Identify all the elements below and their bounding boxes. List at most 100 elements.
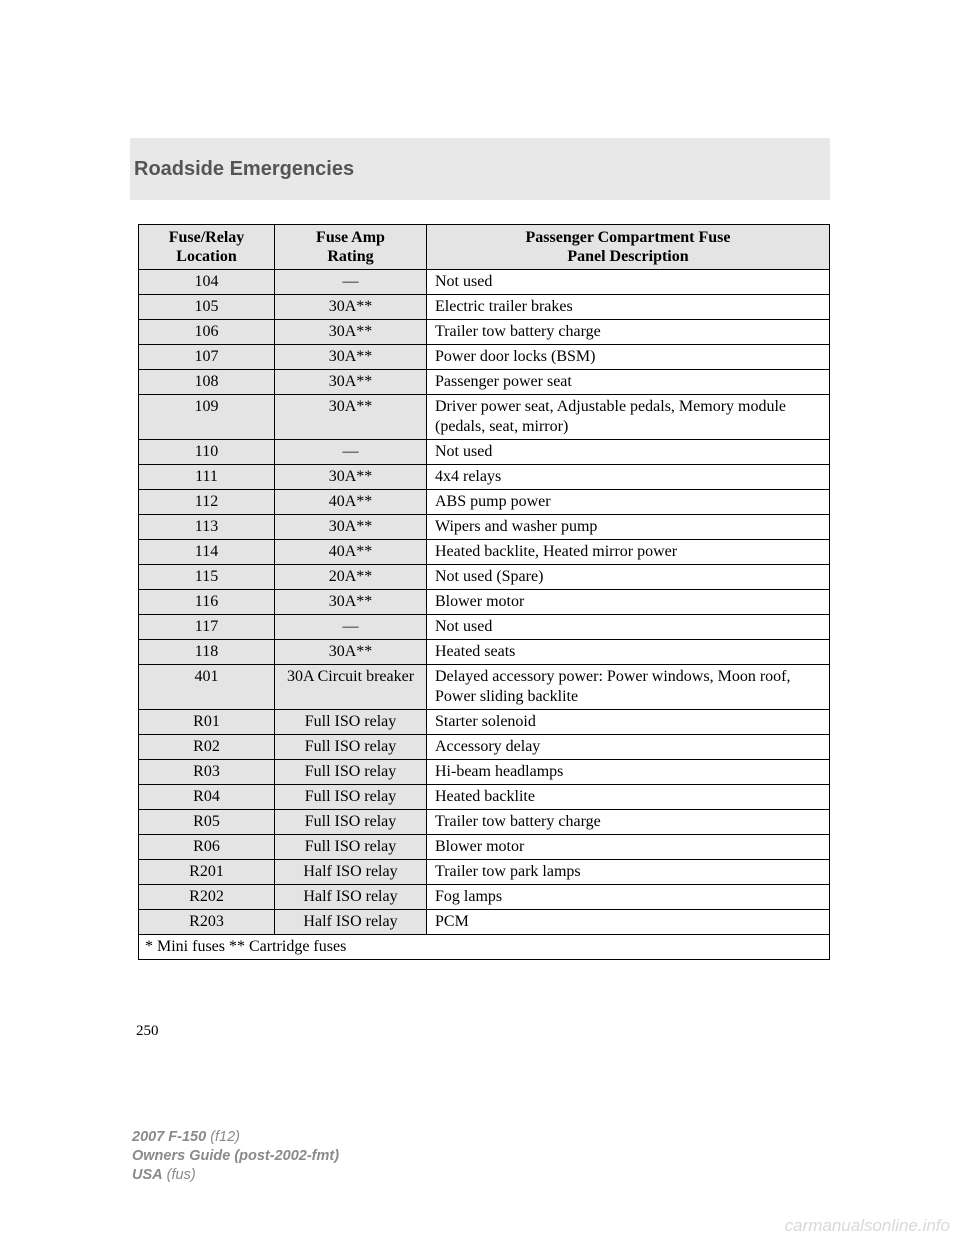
table-footnote: * Mini fuses ** Cartridge fuses bbox=[139, 935, 830, 960]
cell-location: R202 bbox=[139, 885, 275, 910]
table-row: 11440A**Heated backlite, Heated mirror p… bbox=[139, 540, 830, 565]
footer-code: (f12) bbox=[206, 1129, 240, 1145]
cell-amp: 30A** bbox=[275, 465, 427, 490]
cell-description: Wipers and washer pump bbox=[427, 515, 830, 540]
cell-location: 107 bbox=[139, 345, 275, 370]
table-row: R06Full ISO relayBlower motor bbox=[139, 835, 830, 860]
footer-code: (fus) bbox=[163, 1167, 196, 1183]
cell-location: R06 bbox=[139, 835, 275, 860]
cell-location: 117 bbox=[139, 615, 275, 640]
col-header-text: Location bbox=[176, 248, 236, 265]
cell-amp: 30A** bbox=[275, 515, 427, 540]
table-row: 11130A**4x4 relays bbox=[139, 465, 830, 490]
col-header-description: Passenger Compartment Fuse Panel Descrip… bbox=[427, 225, 830, 270]
cell-amp: 30A** bbox=[275, 395, 427, 440]
table-row: 11830A**Heated seats bbox=[139, 640, 830, 665]
cell-description: Hi-beam headlamps bbox=[427, 760, 830, 785]
cell-description: Starter solenoid bbox=[427, 710, 830, 735]
table-row: R03Full ISO relayHi-beam headlamps bbox=[139, 760, 830, 785]
table-row: R02Full ISO relayAccessory delay bbox=[139, 735, 830, 760]
cell-location: 108 bbox=[139, 370, 275, 395]
cell-location: 114 bbox=[139, 540, 275, 565]
cell-description: Trailer tow park lamps bbox=[427, 860, 830, 885]
cell-location: 401 bbox=[139, 665, 275, 710]
footer-block: 2007 F-150 (f12) Owners Guide (post-2002… bbox=[132, 1128, 339, 1185]
footer-model: 2007 F-150 bbox=[132, 1129, 206, 1145]
table-row: 11240A**ABS pump power bbox=[139, 490, 830, 515]
cell-location: R05 bbox=[139, 810, 275, 835]
col-header-amp: Fuse Amp Rating bbox=[275, 225, 427, 270]
cell-location: 118 bbox=[139, 640, 275, 665]
watermark: carmanualsonline.info bbox=[785, 1216, 950, 1236]
footer-line-3: USA (fus) bbox=[132, 1166, 339, 1185]
cell-amp: 30A Circuit breaker bbox=[275, 665, 427, 710]
cell-amp: Full ISO relay bbox=[275, 810, 427, 835]
table-row: 40130A Circuit breakerDelayed accessory … bbox=[139, 665, 830, 710]
table-row: R201Half ISO relayTrailer tow park lamps bbox=[139, 860, 830, 885]
cell-amp: Full ISO relay bbox=[275, 835, 427, 860]
col-header-text: Fuse/Relay bbox=[169, 229, 245, 246]
footer-region: USA bbox=[132, 1167, 163, 1183]
cell-location: 115 bbox=[139, 565, 275, 590]
cell-description: Power door locks (BSM) bbox=[427, 345, 830, 370]
cell-amp: 30A** bbox=[275, 370, 427, 395]
table-row: 110—Not used bbox=[139, 440, 830, 465]
col-header-location: Fuse/Relay Location bbox=[139, 225, 275, 270]
cell-location: R02 bbox=[139, 735, 275, 760]
cell-amp: 20A** bbox=[275, 565, 427, 590]
cell-amp: 40A** bbox=[275, 540, 427, 565]
cell-description: PCM bbox=[427, 910, 830, 935]
table-row: 11520A**Not used (Spare) bbox=[139, 565, 830, 590]
col-header-text: Panel Description bbox=[567, 248, 688, 265]
cell-description: Not used bbox=[427, 440, 830, 465]
cell-description: Heated seats bbox=[427, 640, 830, 665]
cell-location: 106 bbox=[139, 320, 275, 345]
section-title: Roadside Emergencies bbox=[134, 158, 354, 181]
table-row: R05Full ISO relayTrailer tow battery cha… bbox=[139, 810, 830, 835]
cell-amp: — bbox=[275, 615, 427, 640]
table-body: 104—Not used10530A**Electric trailer bra… bbox=[139, 270, 830, 935]
footer-line-2: Owners Guide (post-2002-fmt) bbox=[132, 1147, 339, 1166]
table-row: 117—Not used bbox=[139, 615, 830, 640]
cell-location: 105 bbox=[139, 295, 275, 320]
cell-description: Trailer tow battery charge bbox=[427, 810, 830, 835]
col-header-text: Passenger Compartment Fuse bbox=[525, 229, 730, 246]
table-row: 11630A**Blower motor bbox=[139, 590, 830, 615]
cell-description: Blower motor bbox=[427, 835, 830, 860]
cell-description: 4x4 relays bbox=[427, 465, 830, 490]
cell-description: Trailer tow battery charge bbox=[427, 320, 830, 345]
table-footnote-row: * Mini fuses ** Cartridge fuses bbox=[139, 935, 830, 960]
col-header-text: Fuse Amp bbox=[316, 229, 385, 246]
cell-amp: — bbox=[275, 440, 427, 465]
cell-description: Blower motor bbox=[427, 590, 830, 615]
table-header-row: Fuse/Relay Location Fuse Amp Rating Pass… bbox=[139, 225, 830, 270]
cell-amp: Half ISO relay bbox=[275, 885, 427, 910]
cell-amp: — bbox=[275, 270, 427, 295]
fuse-table: Fuse/Relay Location Fuse Amp Rating Pass… bbox=[138, 224, 830, 960]
cell-location: 111 bbox=[139, 465, 275, 490]
cell-description: ABS pump power bbox=[427, 490, 830, 515]
cell-location: R01 bbox=[139, 710, 275, 735]
cell-description: Driver power seat, Adjustable pedals, Me… bbox=[427, 395, 830, 440]
cell-location: 112 bbox=[139, 490, 275, 515]
footer-line-1: 2007 F-150 (f12) bbox=[132, 1128, 339, 1147]
cell-location: R03 bbox=[139, 760, 275, 785]
cell-amp: Full ISO relay bbox=[275, 760, 427, 785]
cell-description: Accessory delay bbox=[427, 735, 830, 760]
cell-location: R203 bbox=[139, 910, 275, 935]
cell-amp: 30A** bbox=[275, 640, 427, 665]
cell-location: 110 bbox=[139, 440, 275, 465]
cell-amp: Full ISO relay bbox=[275, 710, 427, 735]
cell-location: 116 bbox=[139, 590, 275, 615]
cell-amp: 30A** bbox=[275, 345, 427, 370]
cell-description: Not used bbox=[427, 615, 830, 640]
table-row: 11330A**Wipers and washer pump bbox=[139, 515, 830, 540]
cell-description: Not used (Spare) bbox=[427, 565, 830, 590]
table-row: R203Half ISO relayPCM bbox=[139, 910, 830, 935]
section-header-band: Roadside Emergencies bbox=[130, 138, 830, 200]
cell-location: 109 bbox=[139, 395, 275, 440]
table-row: 10530A**Electric trailer brakes bbox=[139, 295, 830, 320]
table-row: 104—Not used bbox=[139, 270, 830, 295]
cell-location: R201 bbox=[139, 860, 275, 885]
cell-location: 104 bbox=[139, 270, 275, 295]
